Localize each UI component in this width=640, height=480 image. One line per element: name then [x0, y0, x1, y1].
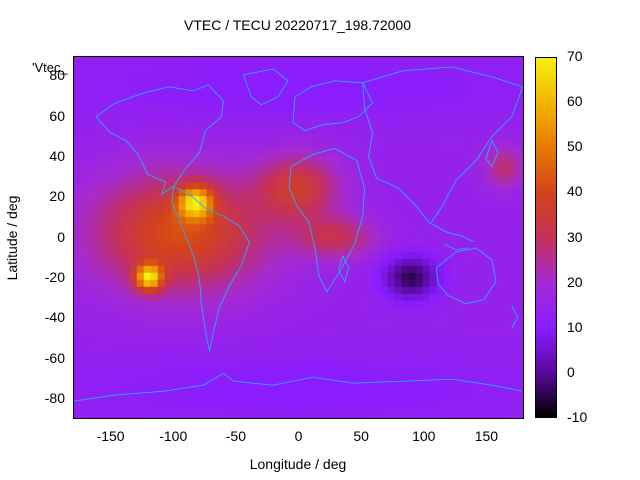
y-tick-label: 0: [57, 228, 65, 245]
x-tick-label: -50: [225, 428, 246, 444]
x-axis-label: Longitude / deg: [249, 456, 347, 472]
x-tick-label: -100: [159, 428, 188, 444]
y-tick-label: 60: [49, 107, 65, 124]
x-tick-label: 50: [353, 428, 369, 444]
y-tick-label: -60: [44, 349, 65, 366]
colorbar-tick-label: -10: [567, 409, 588, 425]
series-label: 'Vtec_: [32, 60, 68, 75]
y-tick-label: -20: [44, 268, 65, 285]
colorbar-tick-label: 0: [567, 363, 575, 380]
colorbar-tick-label: 50: [567, 138, 583, 155]
colorbar: [535, 57, 557, 418]
colorbar-tick-label: 40: [567, 183, 583, 200]
y-tick-label: -40: [44, 309, 65, 326]
chart-title: VTEC / TECU 20220717_198.72000: [183, 17, 411, 33]
y-tick-label: -80: [44, 389, 65, 406]
coastline-overlay: [74, 66, 523, 402]
x-tick-label: 0: [294, 428, 303, 444]
y-axis-label: Latitude / deg: [4, 195, 20, 281]
colorbar-tick-label: 20: [567, 273, 583, 290]
plot-area: [73, 56, 524, 419]
colorbar-tick-label: 30: [567, 228, 583, 245]
colorbar-tick-label: 70: [567, 48, 583, 64]
x-tick-label: -150: [96, 428, 125, 444]
x-tick-label: 150: [474, 428, 499, 444]
y-tick-label: 40: [49, 147, 65, 164]
y-tick-label: 80: [49, 67, 65, 84]
y-tick-label: 20: [49, 188, 65, 205]
vtec-heatmap: [74, 57, 523, 418]
colorbar-tick-label: 10: [567, 318, 583, 335]
x-tick-label: 100: [412, 428, 436, 444]
colorbar-tick-label: 60: [567, 93, 583, 110]
